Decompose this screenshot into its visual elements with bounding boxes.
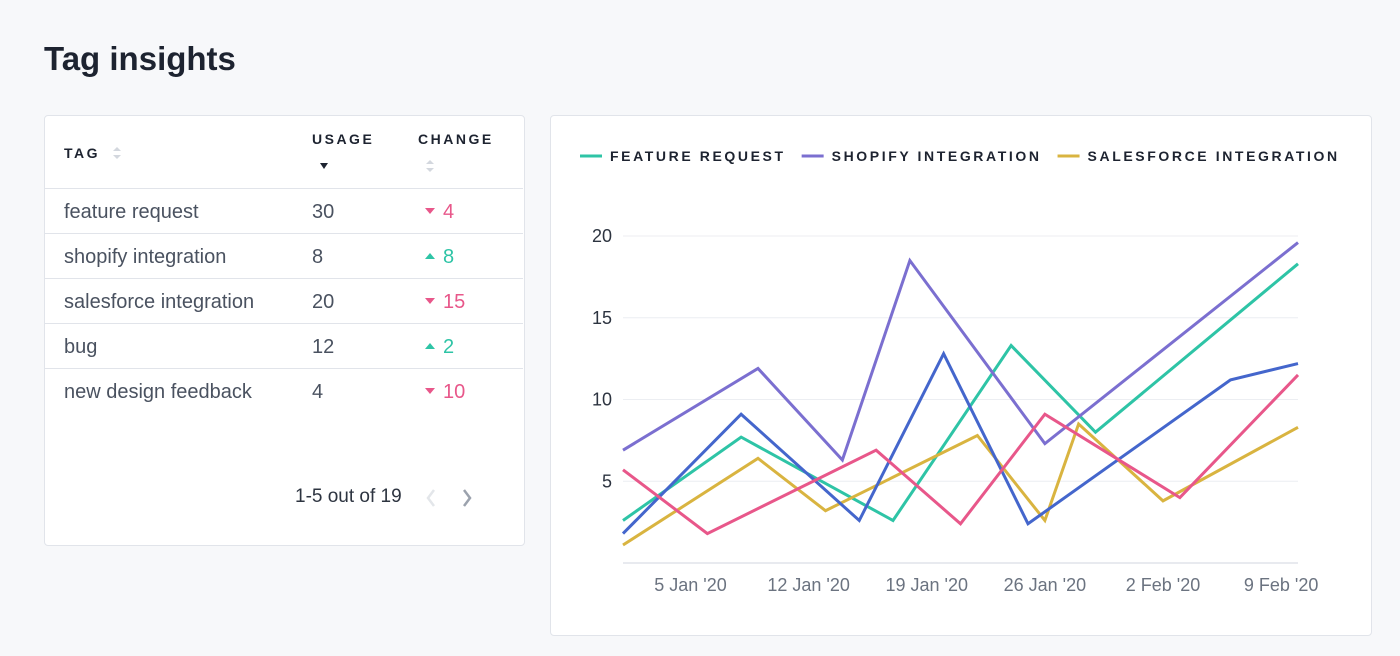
usage-count: 4 bbox=[312, 381, 324, 403]
legend-label: SALESFORCE INTEGRATION bbox=[1088, 148, 1340, 164]
column-header[interactable]: CHANGE bbox=[418, 131, 494, 147]
table-row: salesforce integration 20 15 bbox=[45, 278, 523, 323]
column-header[interactable]: USAGE bbox=[312, 131, 375, 147]
usage-count: 12 bbox=[312, 336, 335, 358]
usage-count: 8 bbox=[312, 246, 324, 268]
y-tick-label: 5 bbox=[602, 471, 612, 491]
change-down-icon bbox=[425, 208, 435, 214]
tag-name: shopify integration bbox=[64, 246, 227, 268]
table-row: bug 12 2 bbox=[45, 323, 523, 368]
change-value: 2 bbox=[443, 336, 455, 358]
chart-card bbox=[550, 115, 1372, 636]
next-page[interactable] bbox=[461, 488, 473, 508]
change-up-icon bbox=[425, 253, 435, 259]
x-tick-label: 5 Jan '20 bbox=[654, 575, 727, 595]
series-line bbox=[621, 350, 1299, 535]
x-tick-label: 19 Jan '20 bbox=[885, 575, 968, 595]
tag-name: new design feedback bbox=[64, 381, 252, 403]
change-up-icon bbox=[425, 343, 435, 349]
change-value: 8 bbox=[443, 246, 455, 268]
page-title: Tag insights bbox=[44, 40, 236, 77]
series-line bbox=[622, 262, 1299, 523]
series-line bbox=[622, 421, 1299, 547]
usage-count: 20 bbox=[312, 291, 335, 313]
prev-page[interactable] bbox=[425, 488, 437, 508]
y-tick-label: 10 bbox=[592, 390, 612, 410]
x-tick-label: 12 Jan '20 bbox=[767, 575, 850, 595]
tag-name: bug bbox=[64, 336, 98, 358]
table-card: TAG USAGE CHANGE feature request 30 4 shopi… bbox=[44, 115, 525, 546]
table-row: new design feedback 4 10 bbox=[45, 368, 523, 413]
legend-item: FEATURE REQUEST bbox=[580, 148, 786, 164]
y-tick-label: 20 bbox=[592, 226, 612, 246]
tag-name: feature request bbox=[64, 201, 199, 223]
legend-item: SALESFORCE INTEGRATION bbox=[1057, 148, 1340, 164]
legend-item: SHOPIFY INTEGRATION bbox=[801, 148, 1042, 164]
legend-label: SHOPIFY INTEGRATION bbox=[832, 148, 1042, 164]
change-value: 15 bbox=[443, 291, 466, 313]
x-tick-label: 9 Feb '20 bbox=[1244, 575, 1319, 595]
pagination-label: 1-5 out of 19 bbox=[295, 486, 402, 507]
series-line bbox=[622, 241, 1299, 463]
change-down-icon bbox=[425, 298, 435, 304]
column-header[interactable]: TAG bbox=[64, 145, 101, 161]
y-tick-label: 15 bbox=[592, 308, 612, 328]
change-value: 10 bbox=[443, 381, 466, 403]
table-row: shopify integration 8 8 bbox=[45, 233, 523, 278]
legend-label: FEATURE REQUEST bbox=[610, 148, 786, 164]
change-down-icon bbox=[425, 388, 435, 394]
x-tick-label: 26 Jan '20 bbox=[1004, 575, 1087, 595]
chart: 5 10 15 20 5 Jan '20 12 Jan '20 19 Jan '20 26 J… bbox=[580, 148, 1340, 595]
sort-icon bbox=[426, 160, 434, 172]
tag-name: salesforce integration bbox=[64, 291, 255, 313]
x-tick-label: 2 Feb '20 bbox=[1126, 575, 1201, 595]
sort-icon bbox=[113, 147, 121, 159]
series-line bbox=[622, 373, 1300, 536]
usage-count: 30 bbox=[312, 201, 335, 223]
sort-icon bbox=[320, 163, 328, 169]
table-row: feature request 30 4 bbox=[45, 188, 523, 233]
change-value: 4 bbox=[443, 201, 455, 223]
